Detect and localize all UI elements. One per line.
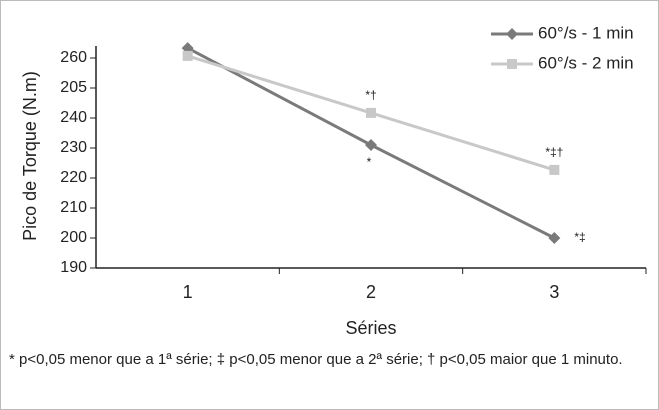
y-tick-label: 260 — [60, 49, 87, 66]
annotation: *‡† — [545, 145, 563, 159]
y-tick-label: 200 — [60, 229, 87, 246]
legend-marker — [506, 28, 518, 40]
y-tick-label: 205 — [60, 79, 87, 96]
marker — [365, 139, 377, 151]
y-tick-label: 240 — [60, 109, 87, 126]
x-tick-label: 1 — [183, 282, 193, 302]
marker — [366, 107, 376, 118]
y-tick-label: 220 — [60, 169, 87, 186]
annotation: *‡ — [574, 230, 585, 244]
legend-marker — [507, 59, 517, 69]
legend-label: 60°/s - 1 min — [538, 23, 634, 42]
marker — [182, 50, 193, 61]
y-tick-label: 230 — [60, 139, 87, 156]
y-axis-label: Pico de Torque (N.m) — [20, 71, 40, 241]
x-axis-label: Séries — [345, 318, 396, 338]
marker — [549, 164, 560, 175]
footnote: * p<0,05 menor que a 1ª série; ‡ p<0,05 … — [9, 351, 623, 368]
legend-label: 60°/s - 2 min — [538, 53, 634, 72]
marker — [548, 232, 561, 244]
chart: Pico de Torque (N.m) Séries 190200210220… — [20, 23, 647, 338]
y-tick-label: 210 — [60, 199, 87, 216]
x-tick-label: 2 — [366, 282, 376, 302]
x-tick-label: 3 — [549, 282, 559, 302]
annotation: * — [367, 155, 372, 169]
y-tick-label: 190 — [60, 259, 87, 276]
annotation: *† — [365, 88, 376, 102]
